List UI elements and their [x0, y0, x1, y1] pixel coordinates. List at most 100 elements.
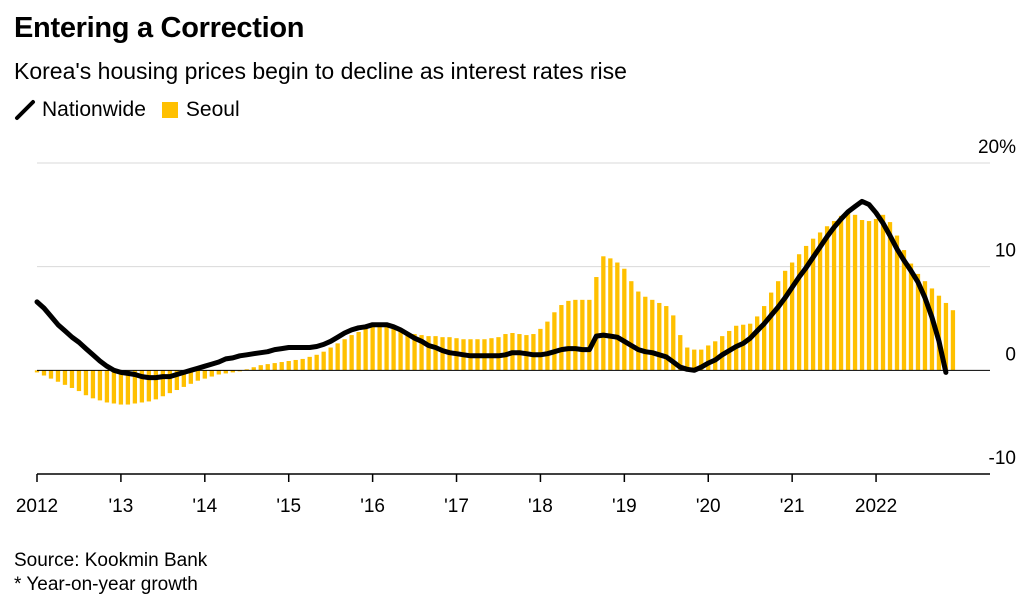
seoul-bar	[768, 292, 774, 371]
seoul-bar	[671, 315, 676, 371]
seoul-bar	[587, 299, 592, 371]
seoul-bar	[419, 335, 424, 371]
seoul-bar	[286, 361, 291, 371]
seoul-bar	[83, 370, 89, 396]
seoul-bar	[741, 324, 746, 371]
seoul-bar	[678, 335, 683, 371]
seoul-bar	[181, 370, 186, 387]
x-tick-label: 2022	[855, 496, 897, 517]
seoul-bar	[188, 370, 193, 384]
seoul-bar	[48, 370, 54, 379]
seoul-bar	[167, 370, 172, 394]
legend-label-nationwide: Nationwide	[42, 98, 146, 121]
seoul-bar	[398, 330, 403, 371]
seoul-bar	[321, 351, 326, 371]
seoul-bar	[377, 325, 382, 371]
seoul-bar	[538, 328, 543, 371]
seoul-bar	[852, 214, 858, 371]
legend: Nationwide Seoul	[14, 98, 256, 122]
seoul-bar	[216, 370, 221, 375]
seoul-bar	[873, 218, 879, 371]
y-tick-label: 0	[1005, 344, 1016, 365]
seoul-bar	[650, 299, 655, 371]
seoul-bar	[370, 326, 375, 371]
seoul-bar	[845, 212, 851, 371]
seoul-bar	[104, 370, 110, 403]
seoul-bar	[755, 316, 760, 371]
seoul-bar	[433, 336, 438, 371]
seoul-bar	[580, 299, 585, 371]
seoul-bar	[566, 300, 571, 371]
seoul-bar	[657, 302, 662, 371]
legend-label-seoul: Seoul	[185, 98, 240, 121]
seoul-bar	[629, 281, 634, 371]
seoul-bar	[244, 369, 249, 371]
seoul-bar	[503, 334, 508, 371]
seoul-bar	[363, 328, 368, 371]
seoul-bar	[824, 226, 830, 371]
x-tick-label: '19	[612, 496, 637, 517]
seoul-bar	[866, 221, 872, 371]
seoul-bar	[307, 356, 312, 371]
seoul-bar	[412, 334, 417, 371]
seoul-bar	[950, 310, 956, 371]
x-tick-label: '18	[528, 496, 553, 517]
seoul-bar	[552, 312, 557, 371]
seoul-bar	[300, 358, 305, 371]
seoul-bar	[929, 288, 935, 371]
seoul-bar	[915, 273, 921, 371]
seoul-bar	[426, 336, 431, 371]
seoul-bar	[328, 347, 333, 371]
seoul-bar	[160, 370, 166, 397]
seoul-bar	[349, 335, 354, 371]
seoul-bar	[608, 258, 613, 371]
legend-swatch-bar	[161, 102, 178, 118]
legend-item-nationwide: Nationwide	[14, 98, 146, 122]
x-tick-label: '14	[192, 496, 217, 517]
y-tick-label: 20%	[978, 137, 1016, 158]
seoul-bar	[391, 328, 396, 371]
y-tick-label: -10	[989, 448, 1016, 469]
seoul-bar	[908, 263, 914, 371]
seoul-bar	[943, 302, 949, 371]
seoul-bar	[69, 370, 75, 388]
seoul-bar	[796, 254, 802, 371]
seoul-bar	[335, 343, 340, 371]
x-tick-label: '15	[276, 496, 301, 517]
seoul-bar	[880, 214, 886, 371]
x-tick-label: '16	[360, 496, 385, 517]
legend-item-seoul: Seoul	[161, 98, 240, 122]
seoul-bar	[118, 370, 124, 405]
seoul-bar	[41, 370, 47, 376]
y-axis-labels: 20% 10 0 -10	[978, 137, 1016, 469]
seoul-bar	[685, 347, 690, 371]
seoul-bar	[132, 370, 138, 404]
seoul-bar	[894, 235, 900, 371]
footnote: * Year-on-year growth	[14, 574, 198, 595]
chart-title: Entering a Correction	[14, 12, 305, 44]
seoul-bar	[258, 365, 263, 371]
seoul-bar	[573, 299, 578, 371]
seoul-bar	[901, 250, 907, 371]
seoul-bar	[601, 256, 606, 371]
seoul-bar	[314, 354, 319, 371]
seoul-bar	[265, 364, 270, 371]
seoul-bar	[803, 245, 809, 371]
x-tick-label: 2012	[16, 496, 58, 517]
seoul-bar	[887, 222, 893, 371]
seoul-bar	[545, 321, 550, 371]
seoul-bar	[405, 333, 410, 371]
seoul-bar	[692, 349, 697, 371]
seoul-bar	[139, 370, 145, 403]
seoul-bar	[272, 363, 277, 371]
seoul-bar	[706, 345, 711, 371]
seoul-bar	[922, 281, 928, 371]
legend-swatch-line	[15, 100, 35, 120]
seoul-bar	[789, 262, 795, 371]
seoul-bar	[762, 306, 767, 371]
seoul-bar	[384, 326, 389, 371]
seoul-bar	[90, 370, 96, 399]
seoul-bar	[664, 306, 669, 371]
seoul-bar	[342, 339, 347, 371]
seoul-bar	[230, 370, 235, 373]
